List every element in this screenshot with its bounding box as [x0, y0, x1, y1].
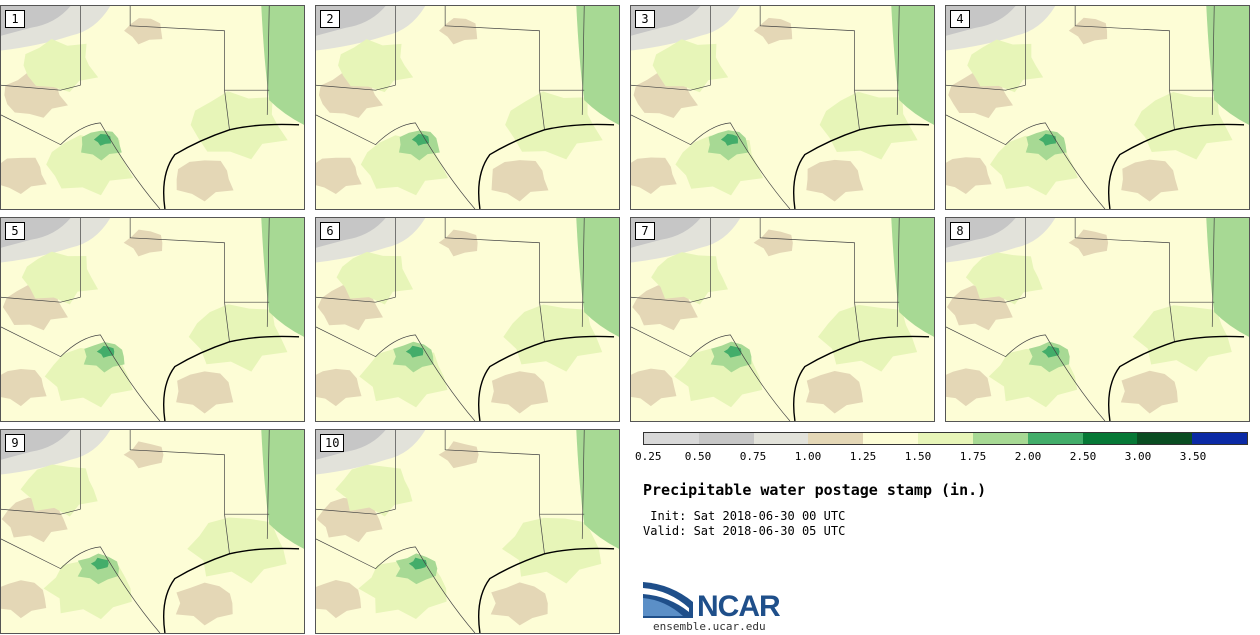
colorbar-tick-label: 0.75: [739, 450, 767, 463]
stamp-4: 4: [945, 5, 1250, 210]
colorbar-segment: [1082, 433, 1138, 444]
stamp-label: 8: [950, 222, 970, 240]
colorbar-segment: [1027, 433, 1083, 444]
stamp-label: 9: [5, 434, 25, 452]
stamp-1: 1: [0, 5, 305, 210]
colorbar-tick-label: 0.50: [684, 450, 712, 463]
stamp-10: 10: [315, 429, 620, 634]
stamp-label: 10: [320, 434, 345, 452]
colorbar-segment: [918, 433, 973, 444]
stamp-label: 5: [5, 222, 25, 240]
stamp-5: 5: [0, 217, 305, 422]
colorbar-tick-label: 1.25: [849, 450, 877, 463]
stamp-6: 6: [315, 217, 620, 422]
precipitable-water-map: [316, 218, 619, 421]
colorbar-segment: [753, 433, 809, 444]
precipitable-water-map: [1, 6, 304, 209]
stamp-9: 9: [0, 429, 305, 634]
colorbar-segment: [972, 433, 1028, 444]
valid-time: Valid: Sat 2018-06-30 05 UTC: [643, 524, 846, 538]
stamp-8: 8: [945, 217, 1250, 422]
precipitable-water-map: [316, 6, 619, 209]
precipitable-water-map: [631, 218, 934, 421]
logo-url: ensemble.ucar.edu: [653, 620, 766, 633]
colorbar-tick-label: 1.50: [904, 450, 932, 463]
stamp-label: 7: [635, 222, 655, 240]
colorbar: [643, 432, 1248, 445]
colorbar-ticks: 0.25 0.50 0.75 1.00 1.25 1.50 1.75 2.00 2.50 3.00…: [635, 450, 1248, 464]
precipitable-water-map: [1, 430, 304, 633]
colorbar-tick-label: 3.00: [1124, 450, 1152, 463]
precipitable-water-map: [946, 218, 1249, 421]
colorbar-segment: [698, 433, 754, 444]
stamp-label: 3: [635, 10, 655, 28]
stamp-label: 2: [320, 10, 340, 28]
colorbar-segment: [808, 433, 864, 444]
colorbar-segment: [1192, 433, 1247, 444]
map-title: Precipitable water postage stamp (in.): [643, 481, 987, 499]
init-time: Init: Sat 2018-06-30 00 UTC: [643, 509, 846, 523]
stamp-3: 3: [630, 5, 935, 210]
stamp-2: 2: [315, 5, 620, 210]
colorbar-segment: [644, 433, 699, 444]
colorbar-tick-label: 3.50: [1179, 450, 1207, 463]
colorbar-tick-label: 2.00: [1014, 450, 1042, 463]
colorbar-tick-label: 1.00: [794, 450, 822, 463]
colorbar-tick-label: 1.75: [959, 450, 987, 463]
precipitable-water-map: [1, 218, 304, 421]
logo-text: NCAR: [697, 590, 781, 623]
colorbar-segment: [1137, 433, 1193, 444]
ncar-logo-icon: [643, 582, 693, 618]
precipitable-water-map: [316, 430, 619, 633]
stamp-label: 4: [950, 10, 970, 28]
colorbar-tick-label: 0.25: [635, 450, 662, 463]
precipitable-water-map: [631, 6, 934, 209]
colorbar-segment: [863, 433, 919, 444]
stamp-label: 1: [5, 10, 25, 28]
colorbar-tick-label: 2.50: [1069, 450, 1097, 463]
precipitable-water-map: [946, 6, 1249, 209]
stamp-label: 6: [320, 222, 340, 240]
stamp-7: 7: [630, 217, 935, 422]
